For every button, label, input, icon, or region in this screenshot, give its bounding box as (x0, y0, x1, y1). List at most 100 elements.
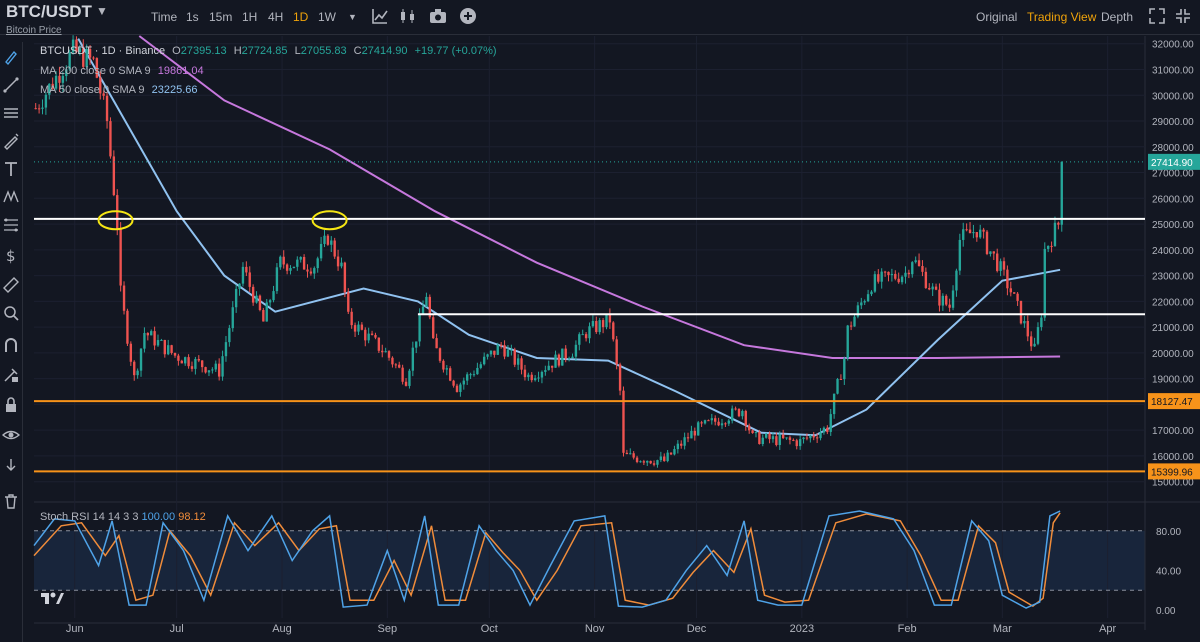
candle-body (856, 305, 860, 317)
y-tick-label: 19000.00 (1152, 375, 1194, 386)
legend-high: 27724.85 (241, 45, 288, 57)
candle-body (622, 390, 625, 453)
candle-body (333, 240, 336, 257)
top-toolbar: BTC/USDT ▼ Bitcoin Price Time 1s 15m 1H … (0, 0, 1200, 36)
trendline-icon[interactable] (2, 76, 20, 94)
brush-icon[interactable] (2, 132, 20, 150)
candle-body (887, 271, 890, 276)
pattern-icon[interactable] (2, 188, 20, 206)
timeframe-15m[interactable]: 15m (209, 10, 233, 24)
candle-body (1026, 321, 1029, 337)
tab-original[interactable]: Original (976, 10, 1018, 24)
candles-icon[interactable] (398, 6, 418, 26)
candle-body (160, 339, 163, 341)
candle-body (802, 437, 805, 440)
candle-body (819, 432, 822, 439)
cursor-icon[interactable] (2, 48, 20, 66)
timeframe-1d[interactable]: 1D (293, 10, 309, 24)
add-icon[interactable] (458, 6, 478, 26)
ruler-icon[interactable] (2, 276, 20, 294)
candle-body (1036, 327, 1040, 344)
candle-body (843, 358, 846, 380)
timeframe-more-chevron-icon[interactable]: ▼ (348, 12, 357, 22)
candle-body (550, 365, 554, 368)
ma200-legend[interactable]: MA 200 close 0 SMA 9 19861.04 (40, 65, 204, 77)
candle-body (248, 272, 251, 287)
candle-body (985, 231, 989, 254)
candle-body (245, 266, 248, 273)
candle-body (826, 427, 829, 432)
candle-body (88, 48, 92, 58)
fib-icon[interactable] (2, 216, 20, 234)
expand-icon[interactable] (1147, 6, 1167, 26)
text-icon[interactable] (2, 160, 20, 178)
arrow-down-icon[interactable] (2, 456, 20, 474)
candle-body (792, 439, 795, 441)
dollar-icon[interactable]: $ (2, 246, 20, 264)
candle-body (357, 324, 360, 332)
candle-body (873, 274, 877, 292)
timeframe-time[interactable]: Time (151, 10, 178, 24)
candle-body (486, 354, 489, 357)
candle-body (493, 350, 496, 355)
timeframe-1h[interactable]: 1H (242, 10, 258, 24)
candle-body (1023, 321, 1026, 324)
ma50-legend[interactable]: MA 50 close 0 SMA 9 23225.66 (40, 84, 198, 96)
candle-body (785, 437, 788, 439)
indicators-icon[interactable] (370, 6, 390, 26)
tab-trading-view[interactable]: Trading View (1027, 10, 1097, 24)
stoch-rsi-legend[interactable]: Stoch RSI 14 14 3 3 100.00 98.12 (40, 511, 206, 523)
candle-body (496, 344, 499, 355)
candle-body (306, 269, 309, 272)
legend-close: 27414.90 (361, 45, 408, 57)
eye-icon[interactable] (2, 426, 20, 444)
candle-body (934, 286, 938, 290)
candle-body (143, 332, 146, 349)
magnet-icon[interactable] (2, 336, 20, 354)
timeframe-1s[interactable]: 1s (186, 10, 199, 24)
candle-body (642, 461, 646, 463)
candle-body (989, 251, 992, 254)
camera-icon[interactable] (428, 6, 448, 26)
candle-body (911, 262, 914, 275)
candle-body (65, 69, 68, 77)
candle-body (323, 235, 326, 244)
ma50-label: MA 50 close 0 SMA 9 (40, 84, 145, 96)
candle-body (82, 48, 85, 67)
candle-body (340, 262, 343, 267)
timeframe-4h[interactable]: 4H (268, 10, 284, 24)
lock-drawing-icon[interactable] (2, 366, 20, 384)
candle-body (809, 435, 812, 439)
candle-body (788, 437, 792, 440)
candle-body (71, 39, 75, 53)
trash-icon[interactable] (2, 492, 20, 510)
stoch-d-value: 98.12 (178, 511, 206, 523)
candle-body (649, 460, 652, 464)
y-tick-label: 31000.00 (1152, 65, 1194, 76)
horizontal-lines-icon[interactable] (2, 104, 20, 122)
candle-body (54, 75, 58, 89)
candle-body (489, 350, 493, 355)
candle-body (890, 273, 894, 276)
candle-body (1009, 288, 1012, 293)
candle-body (462, 380, 465, 385)
collapse-icon[interactable] (1173, 6, 1193, 26)
zoom-icon[interactable] (2, 304, 20, 322)
candle-body (883, 271, 887, 273)
candle-body (187, 357, 190, 367)
stoch-band (34, 530, 1145, 591)
symbol-title[interactable]: BTC/USDT (6, 2, 92, 21)
candle-body (724, 423, 727, 425)
timeframe-1w[interactable]: 1W (318, 10, 336, 24)
candle-body (442, 360, 445, 370)
symbol-subtitle-link[interactable]: Bitcoin Price (6, 25, 62, 36)
x-tick-label: Sep (378, 623, 398, 635)
tab-depth[interactable]: Depth (1101, 10, 1134, 24)
candle-body (370, 333, 374, 335)
candle-body (574, 344, 578, 357)
legend-low: 27055.83 (300, 45, 347, 57)
chevron-down-icon[interactable]: ▼ (96, 4, 108, 18)
lock-icon[interactable] (2, 396, 20, 414)
candle-body (540, 371, 544, 378)
